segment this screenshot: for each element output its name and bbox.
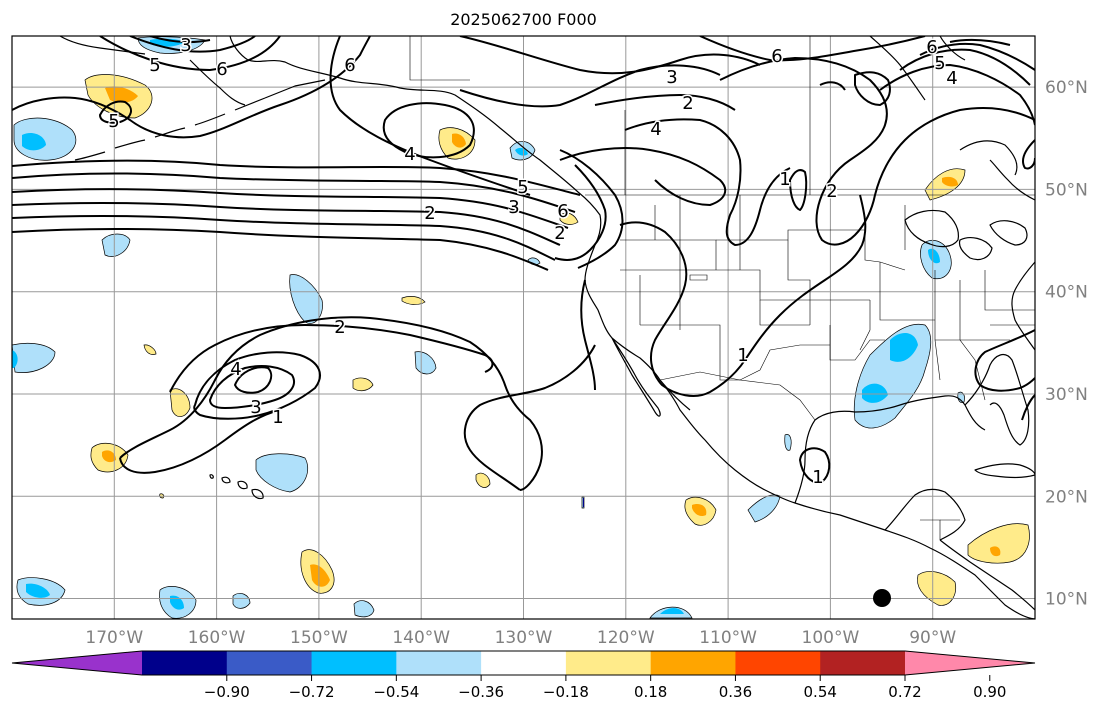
colorbar-segment [650, 651, 736, 675]
contour-label: 6 [926, 37, 937, 58]
latitude-label: 30°N [1045, 385, 1088, 405]
contour-lines [12, 36, 1035, 491]
deep-negative-anomaly-fill [583, 498, 584, 507]
contour-label: 1 [779, 169, 790, 190]
station-marker [873, 589, 891, 607]
longitude-label: 100°W [802, 628, 860, 648]
contour-label: 5 [108, 111, 119, 132]
latitude-label: 50°N [1045, 180, 1088, 200]
longitude-label: 90°W [909, 628, 956, 648]
colorbar-tick-label: 0.54 [804, 683, 837, 701]
colorbar-segment [481, 651, 567, 675]
contour-label: 2 [334, 317, 345, 338]
longitude-label: 120°W [597, 628, 655, 648]
colorbar-tick-label: −0.54 [373, 683, 419, 701]
colorbar-segment [396, 651, 482, 675]
colorbar-segment [311, 651, 397, 675]
contour-label: 2 [826, 181, 837, 202]
longitude-label: 160°W [188, 628, 246, 648]
colorbar-tick-label: 0.18 [634, 683, 667, 701]
colorbar-segment [142, 651, 228, 675]
strong-positive-anomaly-fill [102, 86, 1001, 587]
colorbar-segment [820, 651, 906, 675]
contour-label: 4 [404, 144, 415, 165]
colorbar-tick-label: 0.90 [973, 683, 1006, 701]
strong-negative-anomaly-fill [12, 38, 940, 614]
colorbar-extend-min [12, 651, 142, 675]
contour-label: 3 [180, 35, 191, 56]
latitude-label: 40°N [1045, 283, 1088, 303]
graticule [12, 36, 1035, 619]
contour-label: 6 [344, 55, 355, 76]
colorbar-segment [226, 651, 313, 675]
colorbar-outline [11, 650, 1036, 676]
colorbar-segment [565, 651, 652, 675]
contour-label: 2 [682, 93, 693, 114]
longitude-label: 170°W [85, 628, 143, 648]
positive-anomaly-fill [84, 74, 1030, 606]
contour-label: 1 [272, 407, 283, 428]
colorbar-tick-label: 0.72 [888, 683, 921, 701]
contour-label: 5 [517, 177, 528, 198]
longitude-label: 150°W [290, 628, 348, 648]
longitude-label: 110°W [699, 628, 757, 648]
colorbar-extend-max [905, 651, 1035, 675]
colorbar-segment [735, 651, 821, 675]
longitude-label: 140°W [392, 628, 450, 648]
contour-label: 2 [424, 203, 435, 224]
colorbar-tick-label: 0.36 [719, 683, 752, 701]
contour-label: 6 [771, 46, 782, 67]
contour-label: 1 [737, 345, 748, 366]
map-title: 2025062700 F000 [450, 10, 597, 29]
contour-label: 4 [650, 119, 661, 140]
colorbar: −0.90 −0.72 −0.54 −0.36 −0.18 0.18 0.36 0.54 0.7… [11, 650, 1036, 701]
colorbar-tick-label: −0.36 [458, 683, 504, 701]
latitude-label: 20°N [1045, 487, 1088, 507]
latitude-label: 10°N [1045, 590, 1088, 610]
contour-label: 3 [508, 197, 519, 218]
longitude-labels: 170°W 160°W 150°W 140°W 130°W 120°W 110°W 100°W… [85, 628, 956, 648]
contour-label: 6 [216, 59, 227, 80]
contour-label: 1 [812, 467, 823, 488]
contour-label: 6 [557, 201, 568, 222]
contour-label: 4 [230, 359, 241, 380]
contour-label: 5 [149, 55, 160, 76]
contour-label: 2 [554, 223, 565, 244]
colorbar-tick-label: −0.18 [543, 683, 589, 701]
coastlines [59, 36, 1035, 619]
colorbar-tick-label: −0.90 [204, 683, 250, 701]
latitude-labels: 10°N 20°N 30°N 40°N 50°N 60°N [1045, 78, 1088, 609]
latitude-label: 60°N [1045, 78, 1088, 98]
longitude-label: 130°W [495, 628, 553, 648]
political-borders [409, 36, 1035, 540]
negative-anomaly-fill [12, 36, 965, 619]
map-frame [11, 35, 1036, 620]
contour-label: 3 [666, 67, 677, 88]
contour-label: 5 [934, 53, 945, 74]
colorbar-tick-label: −0.72 [289, 683, 335, 701]
contour-label: 3 [250, 397, 261, 418]
contour-label: 4 [946, 68, 957, 89]
